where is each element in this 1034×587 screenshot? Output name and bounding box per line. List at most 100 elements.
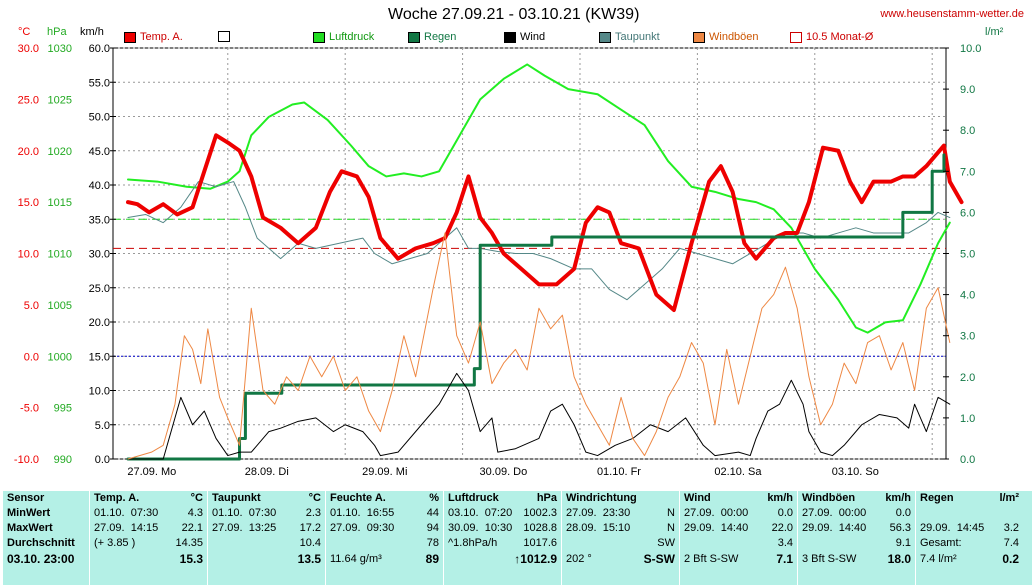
stats-col-header: Regen l/m²	[916, 491, 1023, 506]
stats-col-windboeen: Windböen km/h 27.09. 00:00 0.0 29.09. 14:40 5…	[798, 491, 916, 585]
stats-col-luftdruck: Luftdruck hPa 03.10. 07:20 1002.3 30.09. 10:…	[444, 491, 562, 585]
stats-header: Sensor	[7, 492, 45, 504]
legend-label: Windböen	[709, 31, 759, 43]
stats-row	[916, 506, 1023, 521]
legend-item: Temp. A.	[124, 31, 183, 43]
rain-tick-label: 6.0	[960, 207, 975, 219]
stats-row: ^1.8hPa/h 1017.6	[444, 536, 561, 551]
stats-col-unit: l/m²	[999, 492, 1019, 504]
stats-row-value: 10.4	[299, 537, 321, 549]
stats-row: 29.09. 14:40 56.3	[798, 521, 915, 536]
stats-row: 9.1	[798, 536, 915, 551]
series-line-regen	[126, 153, 946, 461]
stats-row: 01.10. 16:55 44	[326, 506, 443, 521]
pressure-tick-label: 1005	[48, 300, 72, 312]
rain-tick-label: 8.0	[960, 125, 975, 137]
wind-tick-label: 15.0	[89, 351, 110, 363]
wind-tick-label: 45.0	[89, 146, 110, 158]
rain-tick-label: 1.0	[960, 413, 975, 425]
stats-col-title: Temp. A.	[94, 492, 140, 504]
series-line-wind	[127, 372, 951, 460]
stats-row-value: 4.3	[187, 507, 203, 519]
weather-chart: 30.0 25.0 20.0 15.0 10.0 5.0 0.0 -5.0 -10.0 1030 1…	[14, 43, 982, 478]
stats-row: 29.09. 14:45 3.2	[916, 521, 1023, 536]
rain-tick-label: 9.0	[960, 84, 975, 96]
stats-row-date: 27.09. 09:30	[330, 522, 395, 534]
stats-row-date: 27.09. 13:25	[212, 522, 277, 534]
stats-row-date: 27.09. 14:15	[94, 522, 159, 534]
wind-tick-label: 60.0	[89, 43, 110, 55]
stats-row: 27.09. 14:15 22.1	[90, 521, 207, 536]
stats-row: 03.10. 07:20 1002.3	[444, 506, 561, 521]
stats-current: 15.3	[90, 551, 207, 568]
temp-tick-label: 5.0	[24, 300, 39, 312]
stats-row-date: 01.10. 07:30	[94, 507, 159, 519]
legend-label: Regen	[424, 31, 457, 43]
stats-current: 3 Bft S-SW 18.0	[798, 551, 915, 568]
stats-col-unit: hPa	[536, 492, 557, 504]
stats-row-value: 1002.3	[523, 507, 557, 519]
legend-swatch	[218, 31, 230, 42]
stats-col-header: Temp. A. °C	[90, 491, 207, 506]
stats-current-extra: 2 Bft S-SW	[684, 553, 739, 565]
stats-col-title: Regen	[920, 492, 954, 504]
stats-col-taupunkt: Taupunkt °C 01.10. 07:30 2.3 27.09. 13:25 17.…	[208, 491, 326, 585]
wind-tick-label: 20.0	[89, 317, 110, 329]
temp-tick-label: -10.0	[14, 454, 39, 466]
pressure-tick-label: 1020	[48, 146, 72, 158]
pressure-tick-label: 990	[54, 454, 72, 466]
stats-col-feuchte: Feuchte A.% 01.10. 16:55 44 27.09. 09:30 94 7…	[326, 491, 444, 585]
stats-col-title: Luftdruck	[448, 492, 499, 504]
stats-row-value: 14.35	[175, 537, 203, 549]
stats-col-title: Wind	[684, 492, 711, 504]
legend-swatch	[313, 31, 325, 43]
stats-row: Gesamt: 7.4	[916, 536, 1023, 551]
pressure-tick-label: 1030	[48, 43, 72, 55]
wind-tick-label: 55.0	[89, 77, 110, 89]
stats-row-value: 1017.6	[523, 537, 557, 549]
stats-label-avg: Durchschnitt	[7, 537, 75, 549]
pressure-unit: hPa	[47, 26, 67, 38]
rain-tick-label: 0.0	[960, 454, 975, 466]
stats-current-time: 03.10. 23:00	[7, 552, 75, 566]
stats-row-date: 01.10. 07:30	[212, 507, 277, 519]
rain-tick-label: 7.0	[960, 166, 975, 178]
legend-item: Regen	[408, 31, 456, 43]
stats-col-unit: km/h	[767, 492, 793, 504]
wind-tick-label: 35.0	[89, 214, 110, 226]
stats-row-date: 27.09. 00:00	[684, 507, 749, 519]
temp-tick-label: 20.0	[18, 146, 39, 158]
stats-col-header: Windböen km/h	[798, 491, 915, 506]
wind-tick-label: 0.0	[95, 454, 110, 466]
stats-row-value: 44	[426, 507, 439, 519]
x-tick-label: 30.09. Do	[480, 466, 528, 478]
stats-col-unit: km/h	[885, 492, 911, 504]
legend-item: Taupunkt	[599, 31, 660, 43]
legend-label: Temp. A.	[140, 31, 183, 43]
stats-current: 202 ° S-SW	[562, 551, 679, 568]
stats-col-header: Feuchte A.%	[326, 491, 443, 506]
series-line-luftdruck	[127, 63, 951, 334]
legend-swatch	[790, 31, 802, 43]
stats-row-date: Gesamt:	[920, 537, 962, 549]
legend-item: 10.5 Monat-Ø	[790, 31, 873, 43]
rain-tick-label: 2.0	[960, 372, 975, 384]
stats-row-value: 94	[426, 522, 439, 534]
stats-row-value: 3.2	[1003, 522, 1019, 534]
stats-row-date: 27.09. 00:00	[802, 507, 867, 519]
stats-current: 11.64 g/m³ 89	[326, 551, 443, 568]
stats-current-value: 89	[425, 552, 439, 566]
x-tick-label: 02.10. Sa	[714, 466, 762, 478]
rain-tick-label: 10.0	[960, 43, 981, 55]
series-line-windben	[127, 232, 951, 460]
rain-tick-label: 3.0	[960, 331, 975, 343]
stats-row-value: 22.0	[771, 522, 793, 534]
pressure-tick-label: 1025	[48, 94, 72, 106]
legend-swatch	[124, 31, 136, 43]
site-link[interactable]: www.heusenstamm-wetter.de	[880, 8, 1024, 20]
temp-tick-label: 15.0	[18, 197, 39, 209]
stats-row-date: 29.09. 14:40	[684, 522, 749, 534]
stats-row: 01.10. 07:30 2.3	[208, 506, 325, 521]
stats-row-date: 29.09. 14:40	[802, 522, 867, 534]
rain-unit: l/m²	[985, 26, 1004, 38]
